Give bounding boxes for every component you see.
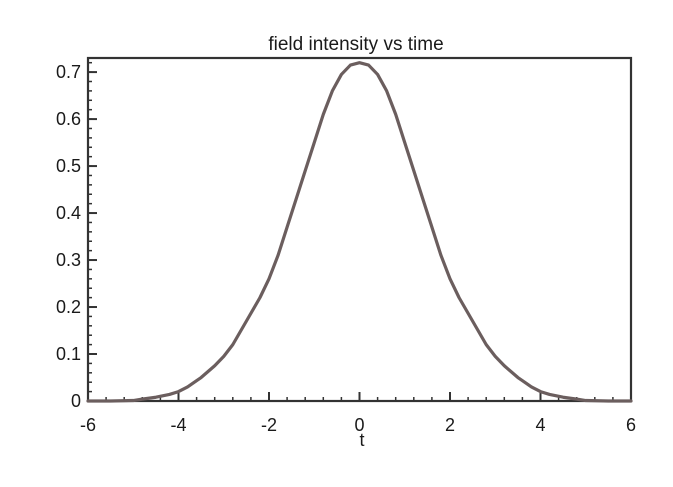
major-ticks (87, 71, 632, 402)
x-tick-label: 2 (445, 415, 455, 435)
y-tick-label: 0.4 (56, 203, 81, 223)
y-tick-label: 0.3 (56, 250, 81, 270)
y-tick-label: 0.7 (56, 62, 81, 82)
minor-ticks (87, 61, 632, 402)
plot-frame (86, 56, 633, 403)
y-tick-label: 0.1 (56, 344, 81, 364)
series-line-field-intensity (86, 61, 633, 403)
chart-title: field intensity vs time (268, 34, 443, 55)
x-tick-labels: -6 -4 -2 0 2 4 6 (80, 415, 636, 435)
y-tick-label: 0.2 (56, 297, 81, 317)
x-tick-label: 0 (354, 415, 364, 435)
y-tick-label: 0.6 (56, 109, 81, 129)
y-tick-labels: 0 0.1 0.2 0.3 0.4 0.5 0.6 0.7 (56, 62, 81, 411)
y-tick-label: 0 (71, 391, 81, 411)
y-tick-label: 0.5 (56, 156, 81, 176)
x-tick-label: 6 (626, 415, 636, 435)
x-axis-label: t (359, 430, 364, 450)
x-tick-label: -6 (80, 415, 96, 435)
x-tick-label: 4 (535, 415, 545, 435)
x-tick-label: -2 (261, 415, 277, 435)
x-tick-label: -4 (170, 415, 186, 435)
